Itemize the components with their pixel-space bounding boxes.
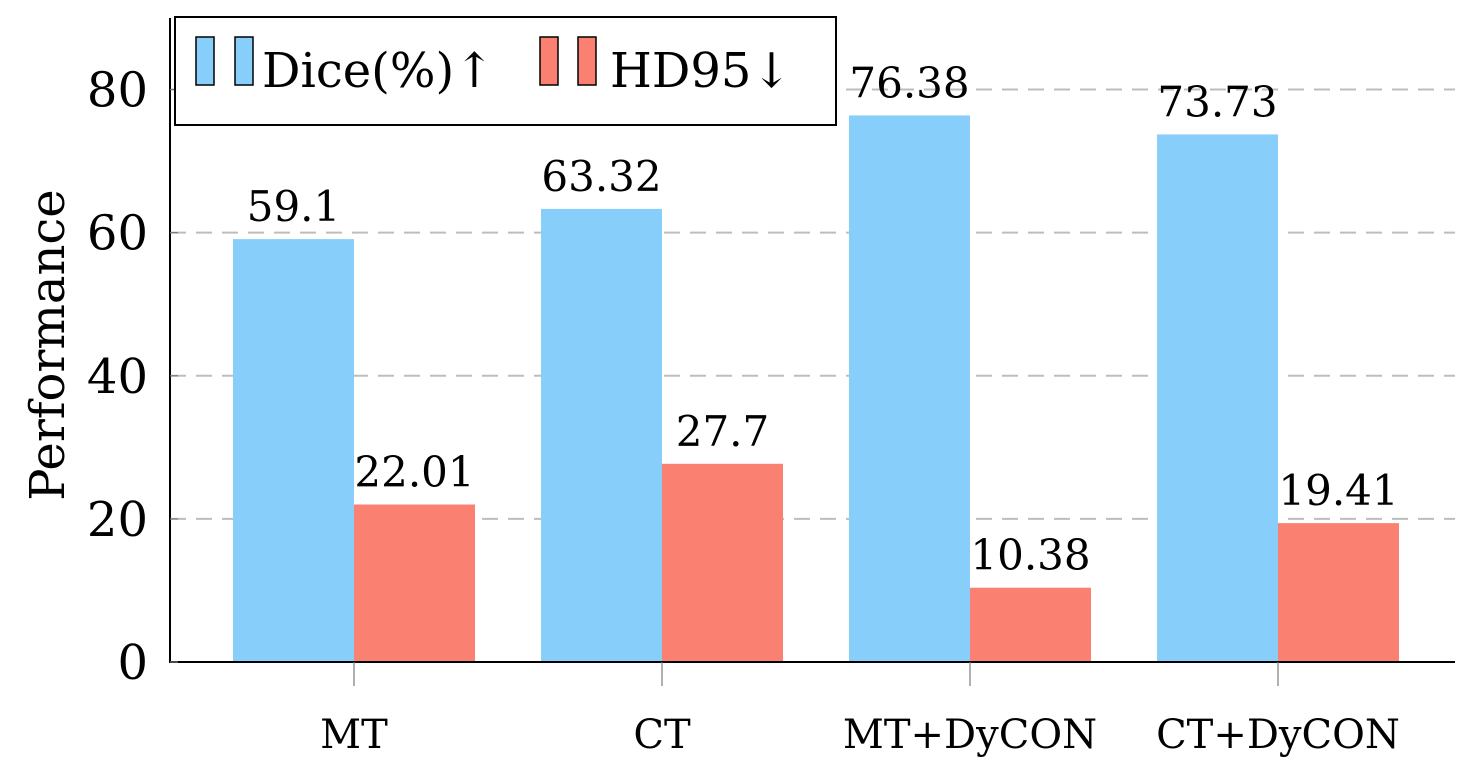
legend-swatch-hd95-1 <box>539 36 559 86</box>
legend-swatch-hd95-2 <box>577 36 597 86</box>
bar-dice-mt <box>233 239 354 662</box>
legend-label-hd95: HD95↓ <box>610 43 792 99</box>
data-label-hd95-mt: 22.01 <box>354 448 474 497</box>
legend-label-dice: Dice(%)↑ <box>262 43 494 99</box>
bar-dice-mt-dycon <box>849 115 970 662</box>
bar-dice-ct <box>541 208 662 662</box>
data-label-hd95-ct: 27.7 <box>676 407 770 456</box>
x-tick-label-mt-dycon: MT+DyCON <box>843 712 1097 758</box>
legend-box <box>174 16 837 126</box>
data-label-dice-ct: 63.32 <box>541 152 661 201</box>
legend: Dice(%)↑ HD95↓ <box>174 16 837 126</box>
y-axis-label: Performance <box>20 189 76 500</box>
x-tick-label-mt: MT <box>320 712 388 758</box>
x-tick-label-ct: CT <box>633 712 691 758</box>
y-tick-label-60: 60 <box>87 206 148 262</box>
data-label-dice-mt: 59.1 <box>247 182 341 231</box>
legend-swatch-dice-1 <box>195 36 215 86</box>
y-tick-label-40: 40 <box>87 349 148 405</box>
data-label-dice-mt-dycon: 76.38 <box>849 58 969 107</box>
bar-dice-ct-dycon <box>1157 134 1278 662</box>
data-label-hd95-ct-dycon: 19.41 <box>1278 466 1398 515</box>
bar-hd95-mt <box>354 504 475 662</box>
y-tick-label-80: 80 <box>87 63 148 119</box>
bar-hd95-ct <box>662 463 783 662</box>
bar-hd95-mt-dycon <box>970 587 1091 662</box>
bar-hd95-ct-dycon <box>1278 523 1399 662</box>
axes: 0 20 40 60 80 MT CT MT+DyCON CT+DyCON Performance <box>20 18 1455 758</box>
x-tick-label-ct-dycon: CT+DyCON <box>1156 712 1400 758</box>
data-label-hd95-mt-dycon: 10.38 <box>970 531 1090 580</box>
y-tick-label-0: 0 <box>117 635 148 691</box>
data-label-dice-ct-dycon: 73.73 <box>1157 77 1277 126</box>
data-labels: 59.1 63.32 76.38 73.73 22.01 27.7 10.38 19.41 <box>247 58 1399 579</box>
bars <box>233 115 1399 662</box>
legend-swatch-dice-2 <box>234 36 254 86</box>
y-tick-label-20: 20 <box>87 492 148 548</box>
